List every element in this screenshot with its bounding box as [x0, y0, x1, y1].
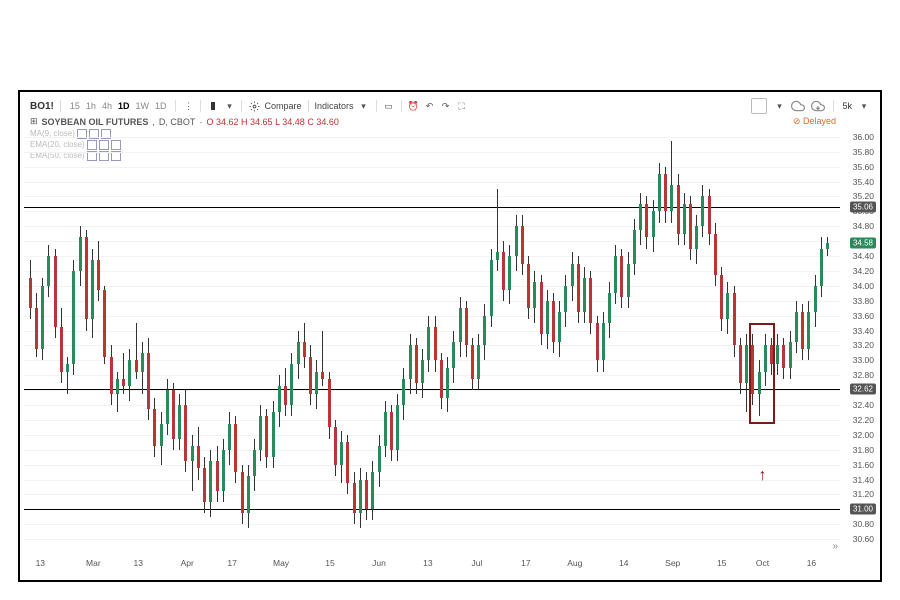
price-tick: 34.80: [853, 221, 874, 231]
price-tick: 31.20: [853, 489, 874, 499]
time-tick: Apr: [181, 558, 194, 568]
time-tick: 13: [134, 558, 143, 568]
price-tick: 32.20: [853, 415, 874, 425]
candle-style-icon[interactable]: [207, 100, 219, 112]
indicators-button[interactable]: Indicators: [315, 101, 354, 111]
chart-panel: BO1! 151h4h1D1W1D ⋮ ▾ Compare Indicators…: [18, 90, 882, 582]
price-tick: 31.60: [853, 460, 874, 470]
price-tick: 33.00: [853, 355, 874, 365]
support-tag: 32.62: [850, 383, 876, 394]
time-tick: Oct: [756, 558, 769, 568]
undo-icon[interactable]: ↶: [424, 100, 436, 112]
price-tick: 35.40: [853, 177, 874, 187]
candlestick-chart[interactable]: ↑: [24, 122, 840, 554]
more-icon[interactable]: ⋮: [182, 100, 194, 112]
arrow-icon: ↑: [758, 468, 766, 484]
time-tick: May: [273, 558, 289, 568]
time-tick: 17: [521, 558, 530, 568]
timeframe-1W[interactable]: 1W: [132, 100, 152, 112]
highlight-box[interactable]: [749, 323, 775, 424]
price-tick: 33.20: [853, 340, 874, 350]
time-tick: 15: [717, 558, 726, 568]
price-tick: 35.80: [853, 147, 874, 157]
cloud-load-icon[interactable]: [811, 99, 825, 113]
price-tick: 32.80: [853, 370, 874, 380]
time-tick: Jun: [372, 558, 386, 568]
resistance-line[interactable]: [24, 207, 840, 208]
price-tick: 32.00: [853, 430, 874, 440]
price-tick: 33.40: [853, 326, 874, 336]
price-tick: 35.20: [853, 191, 874, 201]
last-price-tag: 34.58: [850, 237, 876, 248]
resistance-tag: 35.06: [850, 201, 876, 212]
price-tick: 31.40: [853, 475, 874, 485]
template-icon[interactable]: ▭: [383, 100, 395, 112]
gear-icon[interactable]: [248, 100, 260, 112]
lowline-tag: 31.00: [850, 504, 876, 515]
chevron-down-icon[interactable]: ▾: [773, 100, 785, 112]
price-axis[interactable]: 36.0035.8035.6035.4035.2035.0034.8034.60…: [842, 122, 876, 554]
price-tick: 36.00: [853, 132, 874, 142]
price-tick: 30.80: [853, 519, 874, 529]
time-tick: 17: [227, 558, 236, 568]
timeframe-1D[interactable]: 1D: [115, 100, 133, 112]
redo-icon[interactable]: ↷: [440, 100, 452, 112]
price-tick: 34.20: [853, 266, 874, 276]
symbol-label[interactable]: BO1!: [30, 101, 54, 112]
time-tick: 13: [423, 558, 432, 568]
timeframe-4h[interactable]: 4h: [99, 100, 115, 112]
price-tick: 34.40: [853, 251, 874, 261]
price-tick: 35.60: [853, 162, 874, 172]
lowline-line[interactable]: [24, 509, 840, 510]
chevron-down-icon[interactable]: ▾: [223, 100, 235, 112]
time-tick: 16: [807, 558, 816, 568]
chevron-down-icon[interactable]: ▾: [858, 100, 870, 112]
price-tick: 33.60: [853, 311, 874, 321]
timeframe-group: 151h4h1D1W1D: [67, 101, 170, 111]
time-tick: Mar: [86, 558, 101, 568]
compare-button[interactable]: Compare: [264, 101, 301, 111]
price-tick: 32.40: [853, 400, 874, 410]
price-tick: 31.80: [853, 445, 874, 455]
price-tick: 34.00: [853, 281, 874, 291]
time-tick: Aug: [567, 558, 582, 568]
fullscreen-icon[interactable]: ⛶: [456, 100, 468, 112]
time-tick: Jul: [471, 558, 482, 568]
timeframe-1D[interactable]: 1D: [152, 100, 170, 112]
price-tick: 33.80: [853, 296, 874, 306]
right-button[interactable]: 5k: [842, 101, 852, 111]
timeframe-15[interactable]: 15: [67, 100, 83, 112]
time-tick: 13: [36, 558, 45, 568]
time-tick: 15: [325, 558, 334, 568]
scroll-right-icon[interactable]: »: [832, 541, 838, 552]
chevron-down-icon[interactable]: ▾: [358, 100, 370, 112]
alert-icon[interactable]: ⏰: [408, 100, 420, 112]
cloud-save-icon[interactable]: [791, 99, 805, 113]
price-tick: 30.60: [853, 534, 874, 544]
layout-button[interactable]: [751, 98, 767, 114]
time-tick: 14: [619, 558, 628, 568]
time-axis[interactable]: 13 Mar 13 Apr 17 May 15 Jun 13 Jul 17 Aug 14 Sep 15 Oct…: [24, 558, 840, 574]
timeframe-1h[interactable]: 1h: [83, 100, 99, 112]
toolbar: BO1! 151h4h1D1W1D ⋮ ▾ Compare Indicators…: [30, 96, 870, 116]
time-tick: Sep: [665, 558, 680, 568]
